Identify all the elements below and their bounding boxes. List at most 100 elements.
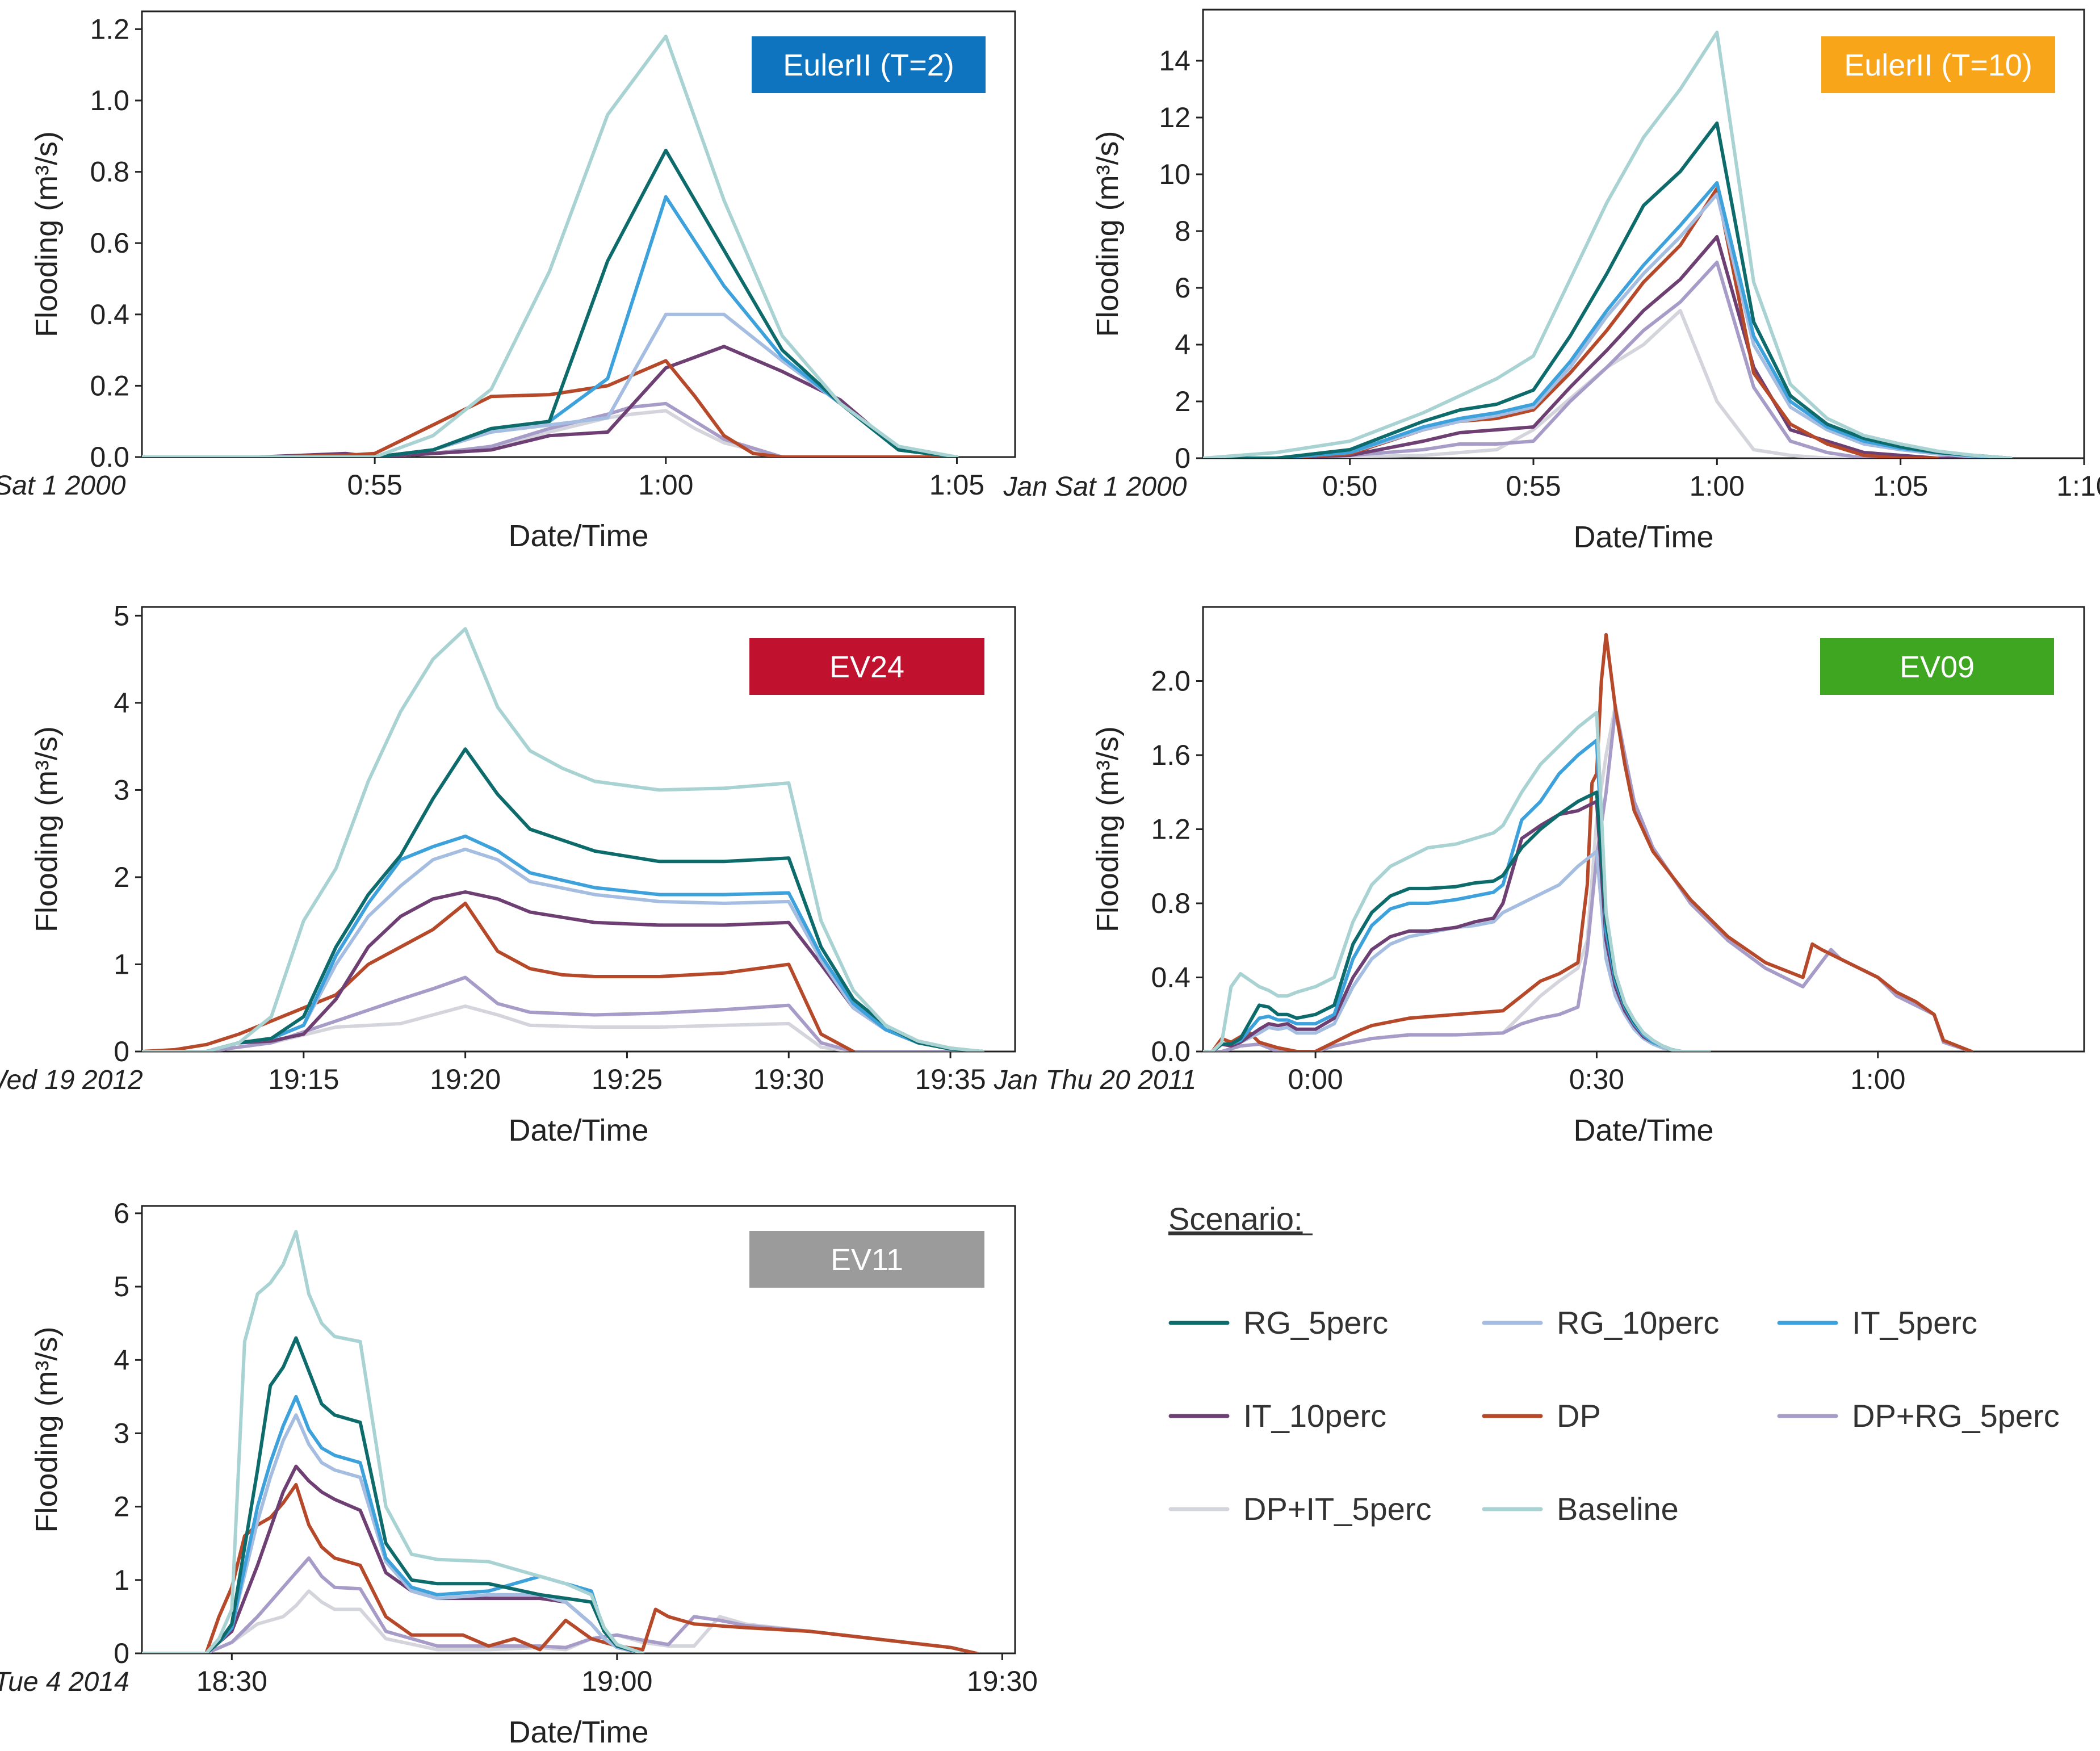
y-tick-label: 4 [1175, 329, 1191, 361]
x-tick-label: 0:00 [1288, 1063, 1343, 1095]
series-line-DPRG [1203, 261, 1939, 458]
x-axis-label: Date/Time [508, 1113, 648, 1147]
legend-item-DPIT: DP+IT_5perc [1168, 1491, 1432, 1527]
series-group [142, 1230, 979, 1653]
chart-title: EV11 [831, 1243, 903, 1277]
legend-label: DP+RG_5perc [1852, 1398, 2060, 1434]
y-tick-label: 0.0 [90, 441, 129, 473]
x-axis-label: Date/Time [508, 519, 648, 553]
y-axis-label: Flooding (m³/s) [1091, 726, 1125, 932]
legend-item-IT_5perc: IT_5perc [1777, 1305, 1977, 1341]
series-line-DP [142, 902, 856, 1052]
legend-label: Baseline [1557, 1491, 1679, 1527]
y-tick-label: 6 [114, 1197, 129, 1229]
chart-panel-5: 0 1 2 3 4 5 6 18:30 19:00 19:30 Mar Tue 4 2014 Date… [0, 1197, 1038, 1749]
y-tick-label: 0.0 [1151, 1036, 1191, 1067]
chart-title-badge [1820, 638, 2054, 695]
series-line-DPIT [1203, 309, 1976, 458]
x-tick-label: 19:25 [592, 1063, 663, 1095]
chart-panel-1: 0.0 0.2 0.4 0.6 0.8 1.0 1.2 0:55 1:00 1:05 Jan Sat… [0, 10, 1016, 553]
chart-title: EulerII (T=10) [1844, 48, 2032, 82]
date-label: Jan Sat 1 2000 [1003, 472, 1187, 502]
y-tick-label: 3 [114, 774, 129, 806]
y-tick-label: 0.4 [1151, 962, 1191, 994]
y-tick-label: 1 [114, 1564, 129, 1596]
y-tick-label: 12 [1159, 102, 1191, 133]
y-tick-label: 0.8 [1151, 887, 1191, 919]
chart-panel-4: 0.0 0.4 0.8 1.2 1.6 2.0 0:00 0:30 1:00 Jan Thu 20… [994, 606, 2085, 1147]
series-line-DP [142, 359, 959, 457]
y-tick-label: 10 [1159, 158, 1191, 190]
series-line-RG_5perc [142, 1336, 645, 1653]
x-tick-label: 0:55 [1506, 470, 1561, 502]
y-tick-label: 14 [1159, 45, 1191, 77]
x-tick-label: 0:55 [347, 469, 402, 501]
series-line-Baseline [142, 1230, 645, 1653]
x-tick-label: 1:10 [2056, 470, 2100, 502]
y-tick-label: 2 [114, 861, 129, 893]
x-tick-label: 0:30 [1569, 1063, 1624, 1095]
chart-title-badge [1821, 36, 2055, 93]
x-tick-label: 1:05 [929, 469, 984, 501]
legend-item-DP: DP [1482, 1398, 1601, 1434]
legend: Scenario: RG_5perc RG_10perc IT_5perc IT_10p… [1168, 1201, 2060, 1527]
legend-label: RG_10perc [1557, 1305, 1719, 1341]
legend-item-RG_5perc: RG_5perc [1168, 1305, 1388, 1341]
series-line-DPIT [142, 1589, 979, 1653]
y-tick-label: 3 [114, 1417, 129, 1449]
y-tick-label: 0 [1175, 442, 1191, 474]
series-line-IT_5perc [142, 834, 984, 1052]
legend-label: DP+IT_5perc [1243, 1491, 1432, 1527]
chart-panel-2: 0 2 4 6 8 10 12 14 0:50 0:55 1:00 1:05 1:10 Jan Sat 1… [1003, 9, 2100, 554]
series-line-RG_5perc [1203, 122, 2013, 458]
series-line-Baseline [1203, 31, 2013, 458]
x-tick-label: 1:05 [1873, 470, 1928, 502]
chart-title-badge [752, 36, 986, 93]
series-line-DP [142, 1482, 979, 1653]
chart-title: EulerII (T=2) [783, 48, 954, 82]
x-axis-label: Date/Time [1573, 1113, 1713, 1147]
y-tick-label: 1.2 [90, 13, 129, 45]
series-line-DPRG [142, 1556, 979, 1653]
x-tick-label: 18:30 [196, 1665, 267, 1697]
y-tick-label: 1.6 [1151, 739, 1191, 771]
y-tick-label: 4 [114, 1344, 129, 1376]
y-axis-label: Flooding (m³/s) [30, 1326, 64, 1532]
y-tick-label: 0 [114, 1637, 129, 1669]
y-tick-label: 4 [114, 687, 129, 719]
x-tick-label: 1:00 [1690, 470, 1745, 502]
y-tick-label: 2 [114, 1491, 129, 1523]
x-axis-label: Date/Time [1573, 520, 1713, 554]
legend-item-RG_10perc: RG_10perc [1482, 1305, 1719, 1341]
series-line-Baseline [1203, 711, 1711, 1052]
series-line-IT_10perc [1203, 235, 1976, 458]
series-group [1203, 31, 2013, 458]
y-tick-label: 0.2 [90, 370, 129, 401]
x-tick-label: 1:00 [638, 469, 693, 501]
y-axis-label: Flooding (m³/s) [30, 726, 64, 932]
x-tick-label: 19:35 [915, 1063, 986, 1095]
chart-title-badge [749, 1231, 984, 1288]
series-line-DP [1203, 632, 1973, 1052]
x-tick-label: 19:30 [753, 1063, 824, 1095]
chart-title-badge [749, 638, 984, 695]
y-tick-label: 0 [114, 1036, 129, 1067]
series-line-Baseline [142, 35, 959, 457]
y-tick-label: 1.0 [90, 85, 129, 116]
x-tick-label: 19:20 [430, 1063, 501, 1095]
legend-item-Baseline: Baseline [1482, 1491, 1679, 1527]
date-label: Mar Tue 4 2014 [0, 1667, 129, 1697]
y-tick-label: 0.8 [90, 156, 129, 188]
series-line-Baseline [142, 627, 984, 1052]
legend-item-DPRG: DP+RG_5perc [1777, 1398, 2060, 1434]
series-line-RG_5perc [142, 747, 984, 1052]
y-tick-label: 2.0 [1151, 665, 1191, 697]
x-tick-label: 19:00 [581, 1665, 652, 1697]
x-axis-label: Date/Time [508, 1715, 648, 1749]
y-tick-label: 5 [114, 1271, 129, 1302]
y-tick-label: 1 [114, 948, 129, 980]
chart-title: EV09 [1900, 650, 1975, 684]
date-label: Dec Wed 19 2012 [0, 1065, 143, 1095]
y-tick-label: 1.2 [1151, 814, 1191, 845]
